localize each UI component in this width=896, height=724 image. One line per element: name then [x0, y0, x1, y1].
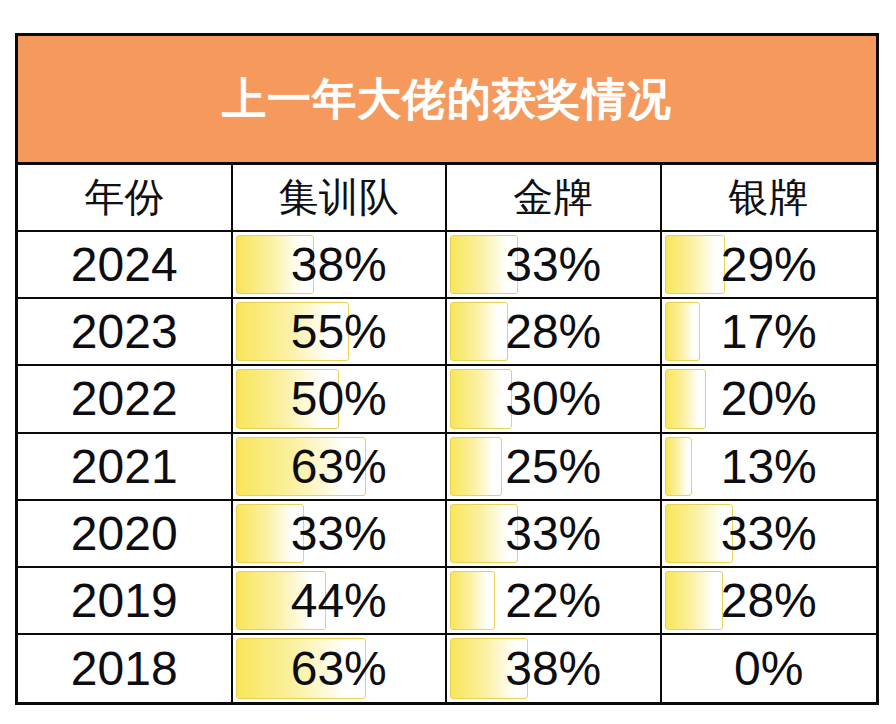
- column-header-label: 金牌: [513, 170, 593, 225]
- data-bar: [665, 235, 725, 294]
- column-header-year: 年份: [18, 165, 233, 232]
- percent-label: 17%: [721, 304, 817, 359]
- value-cell: 63%: [233, 635, 448, 702]
- value-cell: 17%: [662, 299, 877, 366]
- year-label: 2018: [71, 641, 178, 696]
- column-header-label: 集训队: [279, 170, 399, 225]
- data-bar: [665, 437, 692, 496]
- year-label: 2020: [71, 506, 178, 561]
- year-cell: 2018: [18, 635, 233, 702]
- value-cell: 38%: [233, 232, 448, 299]
- data-bar: [450, 437, 502, 496]
- data-bar: [665, 571, 723, 630]
- value-cell: 63%: [233, 434, 448, 501]
- column-header-gold-medal: 金牌: [447, 165, 662, 232]
- percent-label: 33%: [291, 506, 387, 561]
- column-header-silver-medal: 银牌: [662, 165, 877, 232]
- year-cell: 2022: [18, 366, 233, 433]
- percent-label: 22%: [505, 573, 601, 628]
- percent-label: 33%: [505, 237, 601, 292]
- value-cell: 13%: [662, 434, 877, 501]
- value-cell: 38%: [447, 635, 662, 702]
- value-cell: 28%: [662, 568, 877, 635]
- year-label: 2019: [71, 573, 178, 628]
- percent-label: 33%: [505, 506, 601, 561]
- percent-label: 38%: [291, 237, 387, 292]
- percent-label: 63%: [291, 641, 387, 696]
- value-cell: 33%: [662, 501, 877, 568]
- year-label: 2021: [71, 439, 178, 494]
- data-bar: [665, 302, 700, 361]
- value-cell: 22%: [447, 568, 662, 635]
- data-bar: [450, 571, 495, 630]
- table-title: 上一年大佬的获奖情况: [222, 70, 672, 129]
- table-title-banner: 上一年大佬的获奖情况: [18, 36, 876, 165]
- percent-label: 44%: [291, 573, 387, 628]
- percent-label: 38%: [505, 641, 601, 696]
- year-cell: 2020: [18, 501, 233, 568]
- data-bar: [450, 369, 512, 428]
- data-bar: [450, 302, 508, 361]
- data-bar: [665, 369, 707, 428]
- value-cell: 30%: [447, 366, 662, 433]
- value-cell: 55%: [233, 299, 448, 366]
- year-cell: 2023: [18, 299, 233, 366]
- award-table: 上一年大佬的获奖情况 年份 集训队 金牌 银牌 2024 38% 33% 29%…: [15, 33, 879, 705]
- percent-label: 13%: [721, 439, 817, 494]
- value-cell: 33%: [447, 501, 662, 568]
- value-cell: 20%: [662, 366, 877, 433]
- year-label: 2022: [71, 371, 178, 426]
- value-cell: 33%: [233, 501, 448, 568]
- value-cell: 0%: [662, 635, 877, 702]
- year-cell: 2019: [18, 568, 233, 635]
- column-header-label: 年份: [84, 170, 164, 225]
- year-cell: 2024: [18, 232, 233, 299]
- percent-label: 25%: [505, 439, 601, 494]
- year-label: 2023: [71, 304, 178, 359]
- percent-label: 0%: [734, 641, 803, 696]
- column-header-training-team: 集训队: [233, 165, 448, 232]
- value-cell: 33%: [447, 232, 662, 299]
- percent-label: 20%: [721, 371, 817, 426]
- percent-label: 30%: [505, 371, 601, 426]
- percent-label: 55%: [291, 304, 387, 359]
- value-cell: 28%: [447, 299, 662, 366]
- column-header-label: 银牌: [729, 170, 809, 225]
- page-background: 上一年大佬的获奖情况 年份 集训队 金牌 银牌 2024 38% 33% 29%…: [0, 0, 896, 724]
- percent-label: 50%: [291, 371, 387, 426]
- year-label: 2024: [71, 237, 178, 292]
- table-grid: 年份 集训队 金牌 银牌 2024 38% 33% 29% 2023 55% 2…: [18, 165, 876, 702]
- value-cell: 25%: [447, 434, 662, 501]
- value-cell: 44%: [233, 568, 448, 635]
- percent-label: 63%: [291, 439, 387, 494]
- value-cell: 29%: [662, 232, 877, 299]
- value-cell: 50%: [233, 366, 448, 433]
- percent-label: 33%: [721, 506, 817, 561]
- percent-label: 29%: [721, 237, 817, 292]
- year-cell: 2021: [18, 434, 233, 501]
- percent-label: 28%: [721, 573, 817, 628]
- percent-label: 28%: [505, 304, 601, 359]
